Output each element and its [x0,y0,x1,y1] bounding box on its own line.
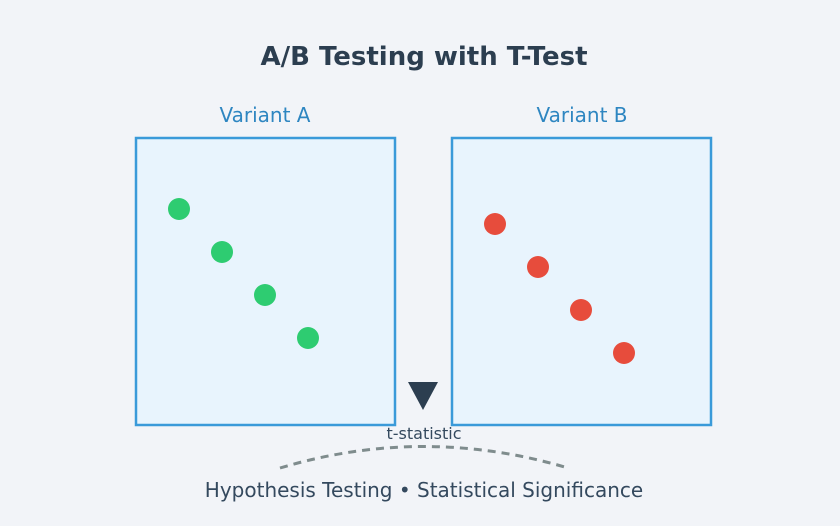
diagram-title: A/B Testing with T-Test [260,42,587,72]
down-triangle-icon [408,382,438,410]
variant-a-dot-4 [297,327,319,349]
variant-b-dots [484,213,635,364]
variant-a-dot-1 [168,198,190,220]
footer-caption: Hypothesis Testing • Statistical Signifi… [205,478,643,502]
variant-a-dots [168,198,319,349]
variant-b-label: Variant B [536,103,627,127]
variant-a-label: Variant A [220,103,311,127]
t-statistic-label: t-statistic [386,424,461,443]
variant-b-dot-4 [613,342,635,364]
variant-a-dot-2 [211,241,233,263]
variant-b-dot-3 [570,299,592,321]
variant-b-dot-1 [484,213,506,235]
variant-a-panel [134,136,397,427]
variant-a-dot-3 [254,284,276,306]
variant-b-dot-2 [527,256,549,278]
variant-b-panel [450,136,713,427]
dashed-arc [279,445,569,470]
